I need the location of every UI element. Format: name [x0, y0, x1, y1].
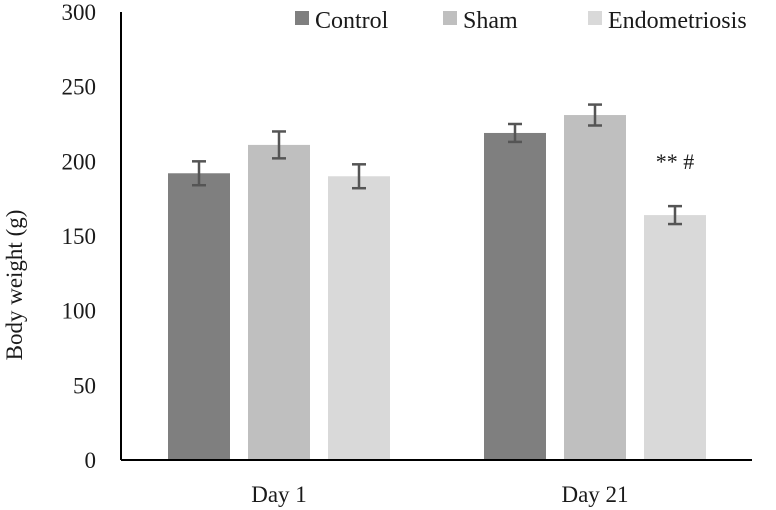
legend-item: Sham	[443, 8, 518, 34]
significance-annotation: ** #	[656, 149, 695, 174]
error-bar	[272, 130, 286, 160]
legend-swatch	[443, 11, 457, 25]
error-bar	[192, 160, 206, 187]
y-tick-label: 300	[62, 0, 97, 25]
x-tick-label: Day 21	[561, 482, 628, 507]
x-axis-tick-labels: Day 1 Day 21	[251, 482, 628, 507]
y-tick-label: 200	[62, 149, 97, 174]
legend-item: Endometriosis	[588, 8, 747, 34]
error-bars	[192, 103, 682, 226]
bar	[248, 144, 310, 460]
legend-swatch	[295, 11, 309, 25]
error-bar	[668, 204, 682, 226]
bar	[328, 176, 390, 460]
bar	[644, 215, 706, 460]
legend-item: Control	[295, 8, 389, 34]
legend-label: Control	[315, 8, 389, 34]
bar	[484, 132, 546, 460]
legend-label: Sham	[463, 8, 518, 34]
y-tick-label: 0	[85, 448, 97, 473]
y-axis-label: Body weight (g)	[2, 210, 27, 361]
x-tick-label: Day 1	[251, 482, 307, 507]
bar-group	[168, 115, 706, 460]
y-tick-label: 250	[62, 75, 97, 100]
error-bar	[352, 163, 366, 190]
error-bar	[588, 103, 602, 127]
error-bar	[508, 122, 522, 144]
y-axis-ticks: 0 50 100 150 200 250 300	[62, 0, 97, 473]
bar	[168, 173, 230, 460]
y-tick-label: 150	[62, 224, 97, 249]
y-tick-label: 50	[73, 373, 96, 398]
legend-swatch	[588, 11, 602, 25]
bar	[564, 115, 626, 460]
y-tick-label: 100	[62, 299, 97, 324]
annotations: ** #	[656, 149, 695, 174]
legend-label: Endometriosis	[608, 8, 747, 34]
legend: Control Sham Endometriosis	[295, 8, 747, 34]
